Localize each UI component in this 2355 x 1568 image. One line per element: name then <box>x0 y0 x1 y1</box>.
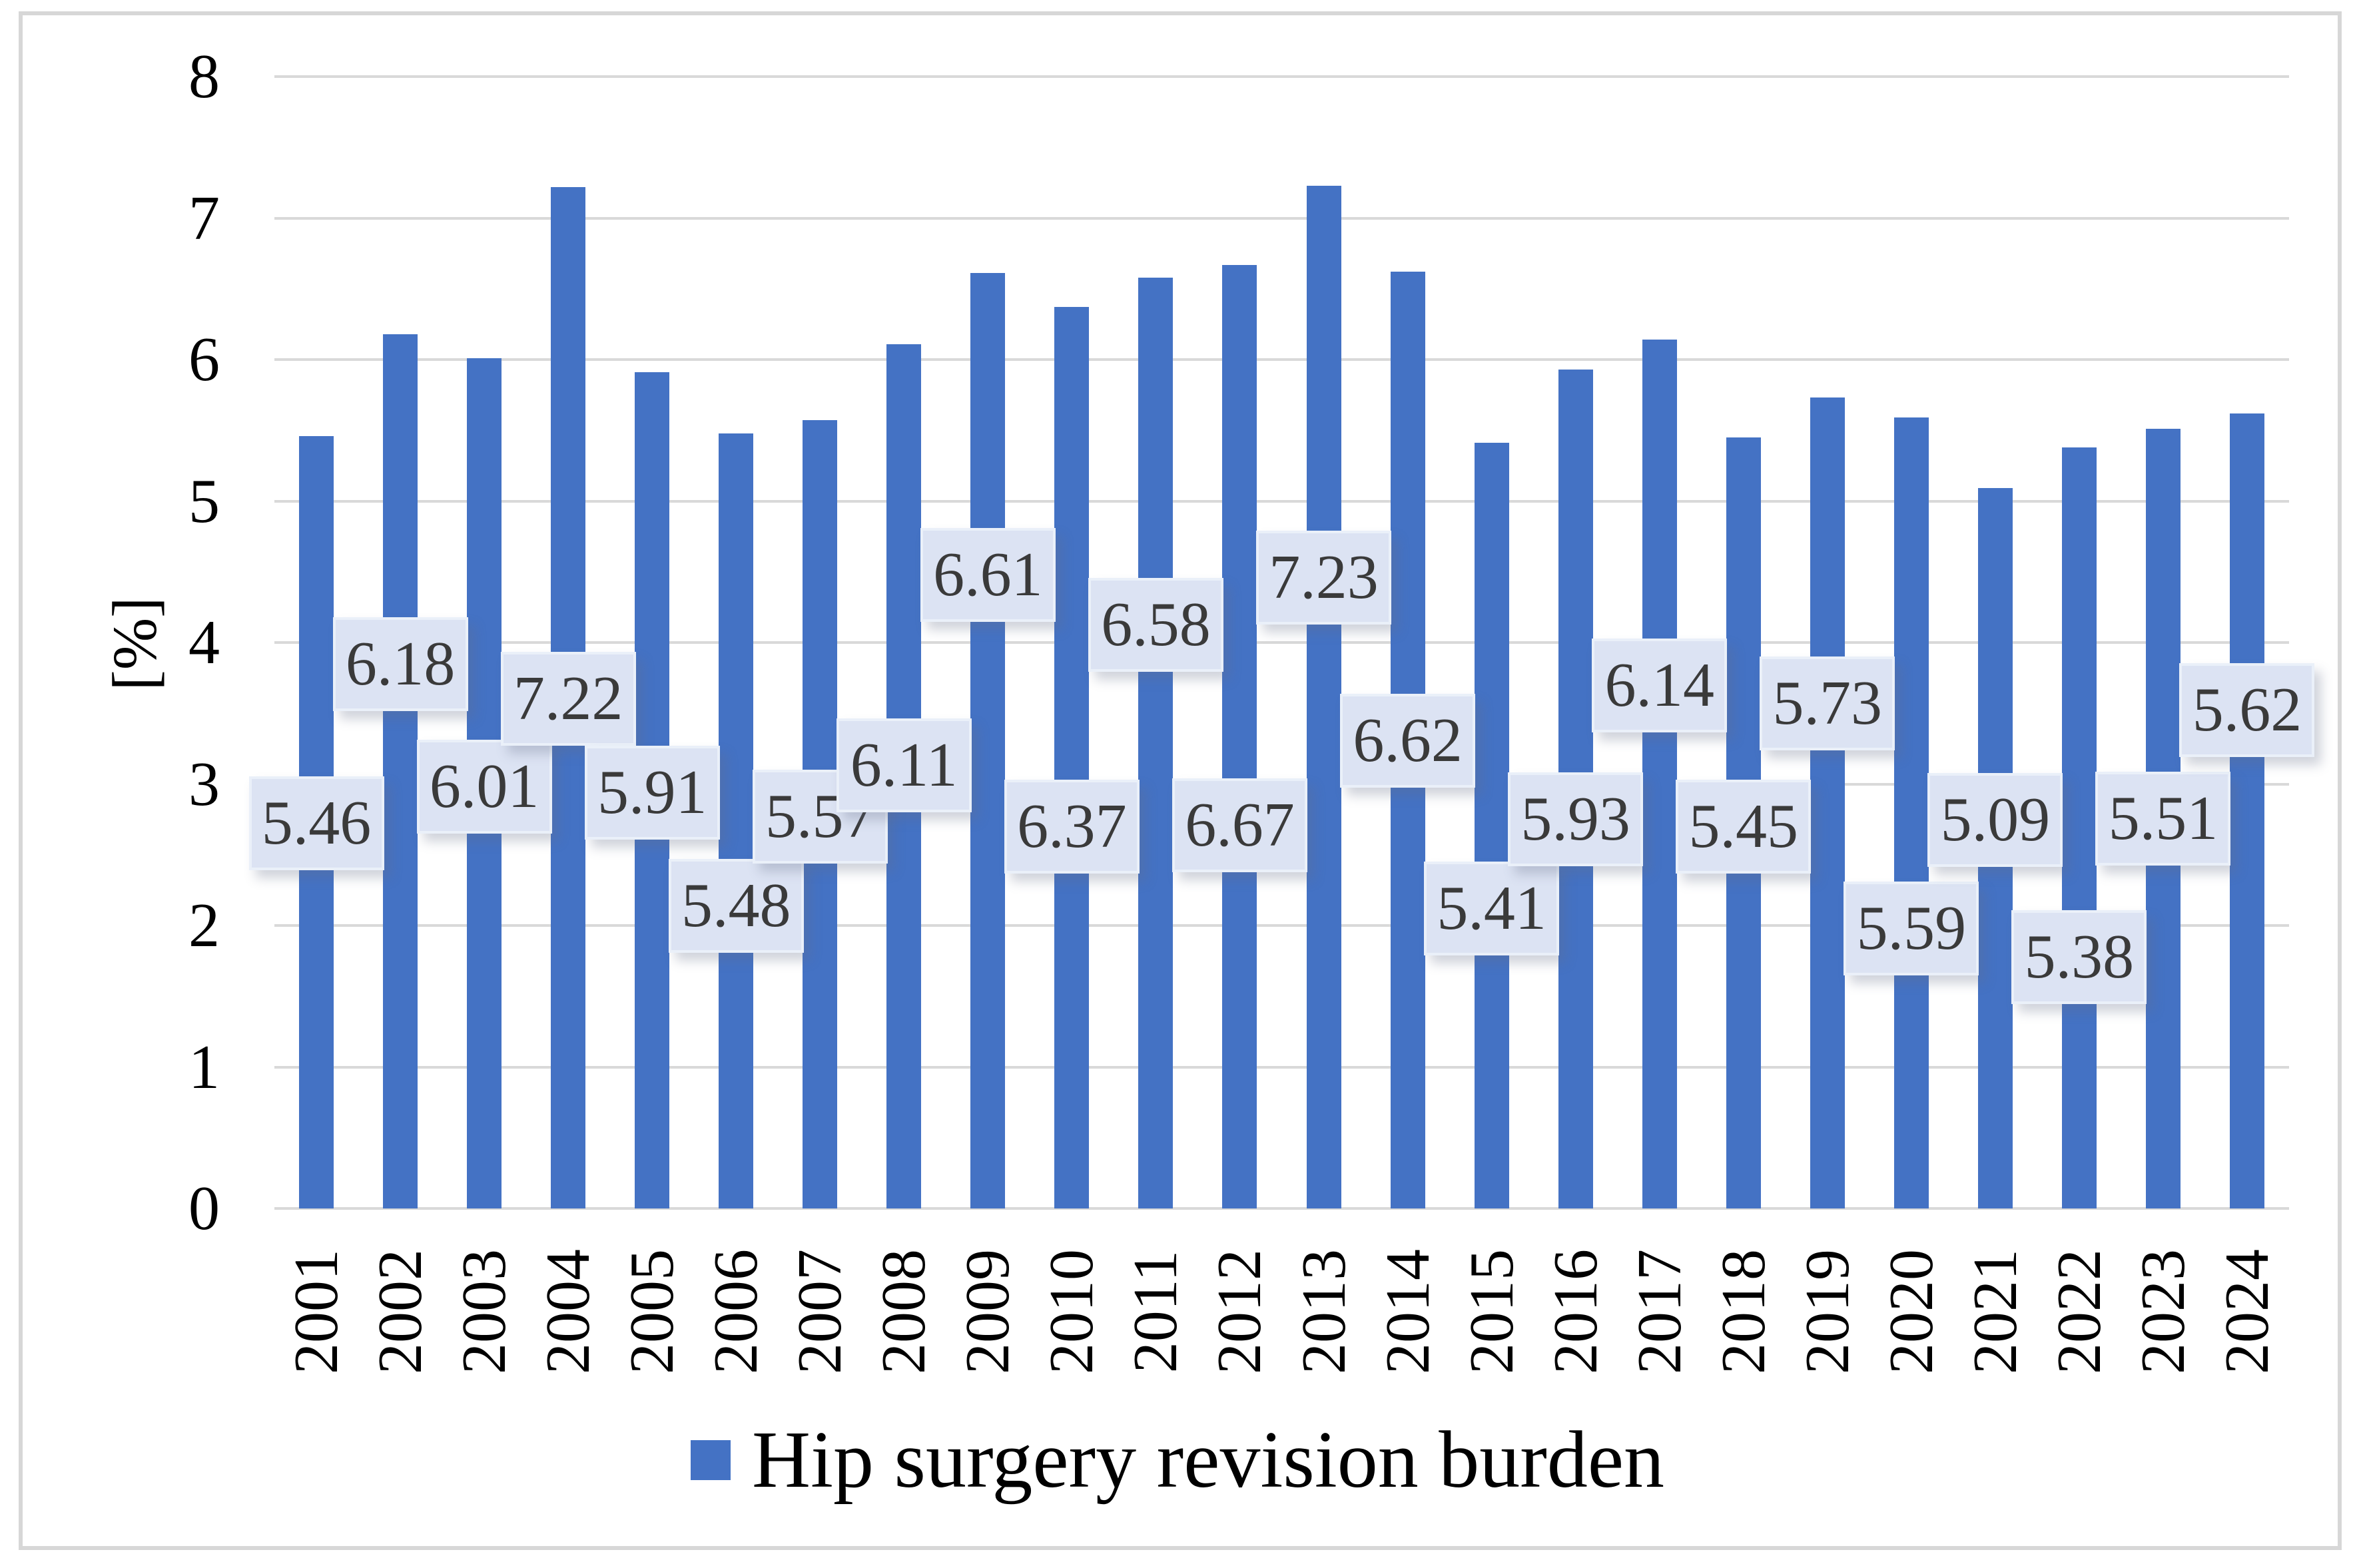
x-tick-2001: 2001 <box>282 1249 352 1374</box>
data-label-2005: 5.91 <box>584 745 720 840</box>
data-label-2013: 7.23 <box>1256 531 1392 625</box>
data-label-2002: 6.18 <box>332 617 468 711</box>
bar-2020 <box>1893 417 1929 1208</box>
y-tick-7: 7 <box>188 183 220 253</box>
y-tick-4: 4 <box>188 608 220 677</box>
legend-label: Hip surgery revision burden <box>752 1415 1664 1505</box>
x-tick-2022: 2022 <box>2044 1249 2114 1374</box>
gridline-6 <box>274 358 2289 361</box>
y-axis-title: [%] <box>101 597 170 691</box>
data-label-2010: 6.37 <box>1004 779 1140 874</box>
bar-2017 <box>1642 340 1677 1208</box>
x-tick-2008: 2008 <box>869 1249 939 1374</box>
x-tick-2017: 2017 <box>1624 1249 1694 1374</box>
data-label-2014: 6.62 <box>1340 694 1476 788</box>
data-label-2004: 7.22 <box>500 652 636 746</box>
data-label-2018: 5.45 <box>1676 780 1812 874</box>
legend: Hip surgery revision burden <box>0 1417 2355 1503</box>
x-tick-2014: 2014 <box>1373 1249 1443 1374</box>
data-label-2016: 5.93 <box>1508 772 1644 867</box>
x-tick-2024: 2024 <box>2212 1249 2282 1374</box>
x-tick-2018: 2018 <box>1708 1249 1778 1374</box>
gridline-0 <box>274 1207 2289 1210</box>
x-tick-2006: 2006 <box>701 1249 771 1374</box>
data-label-2009: 6.61 <box>920 528 1056 623</box>
x-tick-2016: 2016 <box>1540 1249 1610 1374</box>
data-label-2011: 6.58 <box>1088 578 1223 672</box>
data-label-2021: 5.09 <box>1927 772 2063 867</box>
bar-2009 <box>970 273 1006 1208</box>
data-label-2015: 5.41 <box>1424 861 1560 955</box>
gridline-8 <box>274 75 2289 78</box>
y-tick-8: 8 <box>188 42 220 111</box>
bar-2011 <box>1138 277 1174 1208</box>
x-tick-2015: 2015 <box>1457 1249 1526 1374</box>
x-tick-2003: 2003 <box>450 1249 519 1374</box>
gridline-7 <box>274 216 2289 220</box>
x-tick-2011: 2011 <box>1121 1250 1191 1374</box>
y-tick-0: 0 <box>188 1174 220 1243</box>
gridline-5 <box>274 499 2289 503</box>
data-label-2017: 6.14 <box>1592 639 1728 733</box>
data-label-2020: 5.59 <box>1844 881 1979 975</box>
gridline-2 <box>274 924 2289 927</box>
y-tick-2: 2 <box>188 891 220 960</box>
bar-2015 <box>1474 443 1509 1208</box>
gridline-1 <box>274 1065 2289 1069</box>
x-tick-2012: 2012 <box>1205 1249 1275 1374</box>
bar-2012 <box>1222 264 1257 1208</box>
bar-2010 <box>1054 307 1090 1208</box>
x-tick-2023: 2023 <box>2128 1249 2198 1374</box>
data-label-2008: 6.11 <box>836 718 972 813</box>
x-tick-2020: 2020 <box>1876 1249 1946 1374</box>
data-label-2012: 6.67 <box>1172 778 1307 872</box>
bar-2024 <box>2229 413 2264 1208</box>
y-tick-3: 3 <box>188 749 220 819</box>
bar-2006 <box>719 433 754 1208</box>
data-label-2001: 5.46 <box>248 776 384 871</box>
x-tick-2021: 2021 <box>1960 1249 2030 1374</box>
data-label-2024: 5.62 <box>2179 663 2315 758</box>
x-tick-2010: 2010 <box>1037 1249 1107 1374</box>
data-label-2006: 5.48 <box>668 859 804 953</box>
data-label-2019: 5.73 <box>1760 656 1895 750</box>
data-label-2023: 5.51 <box>2095 772 2231 866</box>
y-tick-6: 6 <box>188 325 220 394</box>
bar-2002 <box>383 334 418 1208</box>
bar-2022 <box>2061 447 2097 1208</box>
legend-swatch-icon <box>691 1440 731 1480</box>
y-tick-1: 1 <box>188 1032 220 1102</box>
x-tick-2002: 2002 <box>366 1249 436 1374</box>
x-tick-2004: 2004 <box>533 1249 603 1374</box>
x-tick-2013: 2013 <box>1289 1249 1359 1374</box>
gridline-4 <box>274 641 2289 644</box>
x-tick-2005: 2005 <box>617 1249 687 1374</box>
bar-2013 <box>1306 185 1341 1208</box>
x-tick-2019: 2019 <box>1792 1249 1862 1374</box>
x-tick-2009: 2009 <box>953 1249 1023 1374</box>
bar-2019 <box>1810 397 1845 1208</box>
data-label-2022: 5.38 <box>2011 910 2147 1004</box>
x-tick-2007: 2007 <box>785 1249 855 1374</box>
y-tick-5: 5 <box>188 466 220 536</box>
data-label-2003: 6.01 <box>416 739 552 834</box>
